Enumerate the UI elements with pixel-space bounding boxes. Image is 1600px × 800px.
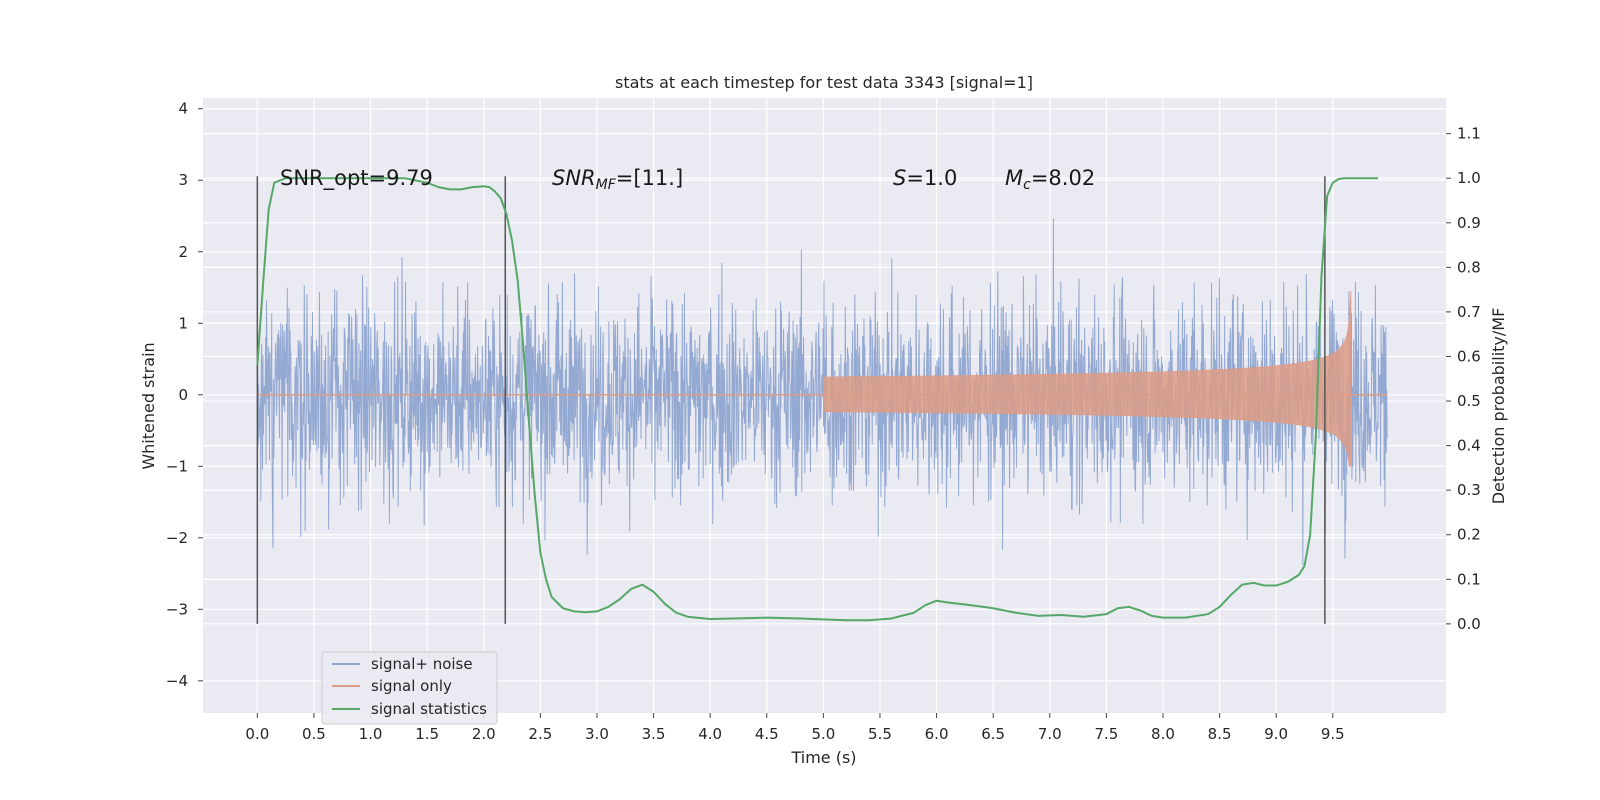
signal-statistics-line xyxy=(256,177,1379,622)
y-tick-label: 4 xyxy=(178,100,188,118)
y-right-tick-label: 0.7 xyxy=(1457,303,1481,321)
y-axis-right-label: Detection probability/MF xyxy=(1489,308,1508,505)
series-signal-only xyxy=(257,291,1388,467)
x-tick-label: 9.5 xyxy=(1321,725,1345,743)
x-tick-label: 5.0 xyxy=(811,725,835,743)
y-right-tick-label: 0.5 xyxy=(1457,392,1481,410)
y-right-tick-label: 0.6 xyxy=(1457,347,1481,365)
x-tick-label: 1.0 xyxy=(359,725,383,743)
chart-title: stats at each timestep for test data 334… xyxy=(615,73,1033,92)
x-tick-label: 2.0 xyxy=(472,725,496,743)
y-right-tick-label: 1.1 xyxy=(1457,125,1481,143)
x-tick-label: 2.5 xyxy=(528,725,552,743)
annotation-mc: Mc=8.02 xyxy=(1005,166,1095,193)
legend-box xyxy=(321,651,498,725)
x-tick-label: 9.0 xyxy=(1264,725,1288,743)
annotation-snr-mf-sub: MF xyxy=(596,177,617,193)
signal-only-chirp xyxy=(822,291,1352,467)
vertical-markers xyxy=(256,176,1326,624)
y-axis-label: Whitened strain xyxy=(139,342,158,469)
x-tick-label: 7.5 xyxy=(1094,725,1118,743)
y-right-tick-label: 0.3 xyxy=(1457,481,1481,499)
y-tick-label: 3 xyxy=(178,171,188,189)
x-tick-label: 0.0 xyxy=(245,725,269,743)
annotation-s-main: S xyxy=(893,166,906,190)
y-right-tick-label: 0.1 xyxy=(1457,570,1481,588)
annotation-mc-sub: c xyxy=(1023,177,1031,193)
y-right-tick-label: 0.9 xyxy=(1457,214,1481,232)
y-tick-label: −1 xyxy=(166,457,188,475)
annotation-mc-main: M xyxy=(1005,166,1023,190)
series-signal-statistics xyxy=(256,177,1379,622)
x-tick-label: 3.5 xyxy=(642,725,666,743)
annotation-s: S=1.0 xyxy=(893,166,957,190)
x-tick-label: 0.5 xyxy=(302,725,326,743)
x-axis-label: Time (s) xyxy=(790,748,856,767)
x-tick-label: 4.5 xyxy=(755,725,779,743)
x-tick-label: 1.5 xyxy=(415,725,439,743)
y-right-tick-label: 1.0 xyxy=(1457,169,1481,187)
y-axis-right-ticks: 1.1 1.0 0.9 0.8 0.7 0.6 0.5 0.4 0.3 0.2 0.1 0.0 xyxy=(1446,125,1481,633)
x-tick-label: 3.0 xyxy=(585,725,609,743)
y-right-tick-label: 0.4 xyxy=(1457,437,1481,455)
y-tick-label: −2 xyxy=(166,529,188,547)
y-tick-label: −4 xyxy=(166,672,188,690)
y-tick-label: −3 xyxy=(166,600,188,618)
annotation-snr-mf-main: SNR xyxy=(552,166,596,190)
x-axis-ticks: 0.0 0.5 1.0 1.5 2.0 2.5 3.0 3.5 4.0 4.5 5.0 5.5 6.0 6… xyxy=(245,713,1345,743)
x-tick-label: 6.0 xyxy=(925,725,949,743)
x-tick-label: 8.5 xyxy=(1208,725,1232,743)
annotation-snr-mf: SNRMF=[11.] xyxy=(552,166,683,193)
y-tick-label: 1 xyxy=(178,314,188,332)
annotation-snr-opt: SNR_opt=9.79 xyxy=(280,166,433,191)
x-tick-label: 4.0 xyxy=(698,725,722,743)
annotation-mc-value: =8.02 xyxy=(1031,166,1095,190)
y-right-tick-label: 0.8 xyxy=(1457,258,1481,276)
legend: signal+ noise signal only signal statist… xyxy=(321,651,498,725)
y-tick-label: 0 xyxy=(178,386,188,404)
legend-label-signal-noise: signal+ noise xyxy=(371,655,473,673)
x-tick-label: 6.5 xyxy=(981,725,1005,743)
x-tick-label: 5.5 xyxy=(868,725,892,743)
legend-label-signal-only: signal only xyxy=(371,677,452,695)
y-right-tick-label: 0.2 xyxy=(1457,526,1481,544)
x-tick-label: 7.0 xyxy=(1038,725,1062,743)
annotation-snr-mf-value: =[11.] xyxy=(616,166,683,190)
y-tick-label: 2 xyxy=(178,243,188,261)
annotation-s-value: =1.0 xyxy=(906,166,957,190)
x-tick-label: 8.0 xyxy=(1151,725,1175,743)
y-right-tick-label: 0.0 xyxy=(1457,615,1481,633)
y-axis-left-ticks: 4 3 2 1 0 −1 −2 −3 −4 xyxy=(166,100,203,690)
legend-label-signal-statistics: signal statistics xyxy=(371,700,487,718)
